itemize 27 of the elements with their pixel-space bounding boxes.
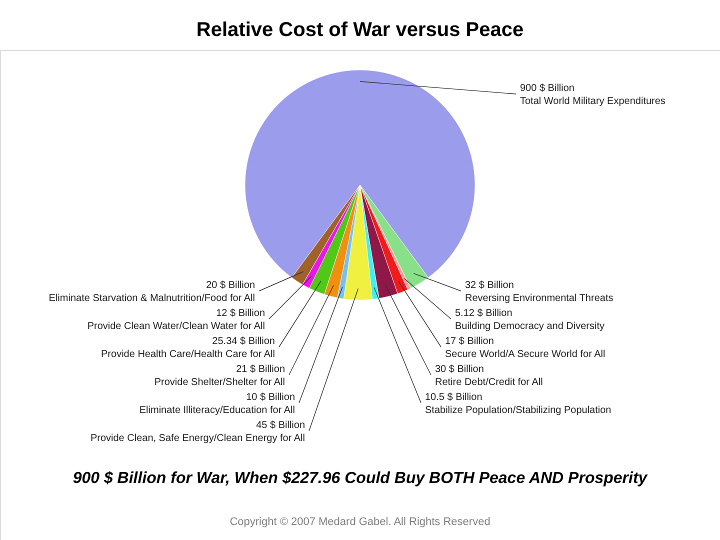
data-label: 17 $ Billion [445,336,494,347]
slice-label: Provide Shelter/Shelter for All [154,377,285,388]
slice-label: Reversing Environmental Threats [465,293,614,304]
data-label: 30 $ Billion [435,364,484,375]
data-label: 900 $ Billion [520,83,574,94]
slice-label: Provide Clean, Safe Energy/Clean Energy for All [90,433,305,444]
slice-label: Building Democracy and Diversity [455,321,605,332]
data-label: 20 $ Billion [206,280,255,291]
slice-label: Eliminate Illiteracy/Education for All [139,405,295,416]
data-label: 5.12 $ Billion [455,308,512,319]
data-label: 32 $ Billion [465,280,514,291]
text: Copyright © 2007 Medard Gabel. All Rights Reserved [230,516,490,528]
slice-label: Provide Clean Water/Clean Water for All [87,321,265,332]
chart-title: Relative Cost of War versus Peace [196,19,524,41]
data-label: 45 $ Billion [256,420,305,431]
data-label: 25.34 $ Billion [212,336,275,347]
data-label: 10 $ Billion [246,392,295,403]
slice-label: Total World Military Expenditures [520,96,666,107]
slice-label: Secure World/A Secure World for All [445,349,606,360]
slice-label: Retire Debt/Credit for All [435,377,543,388]
slice-label: Stabilize Population/Stabilizing Population [425,405,612,416]
data-label: 12 $ Billion [216,308,265,319]
text: 900 $ Billion for War, When $227.96 Could Buy BOTH Peace AND Prosperity [72,470,648,487]
slice-label: Eliminate Starvation & Malnutrition/Food for All [48,293,255,304]
data-label: 21 $ Billion [236,364,285,375]
slice-label: Provide Health Care/Health Care for All [101,349,275,360]
data-label: 10.5 $ Billion [425,392,482,403]
